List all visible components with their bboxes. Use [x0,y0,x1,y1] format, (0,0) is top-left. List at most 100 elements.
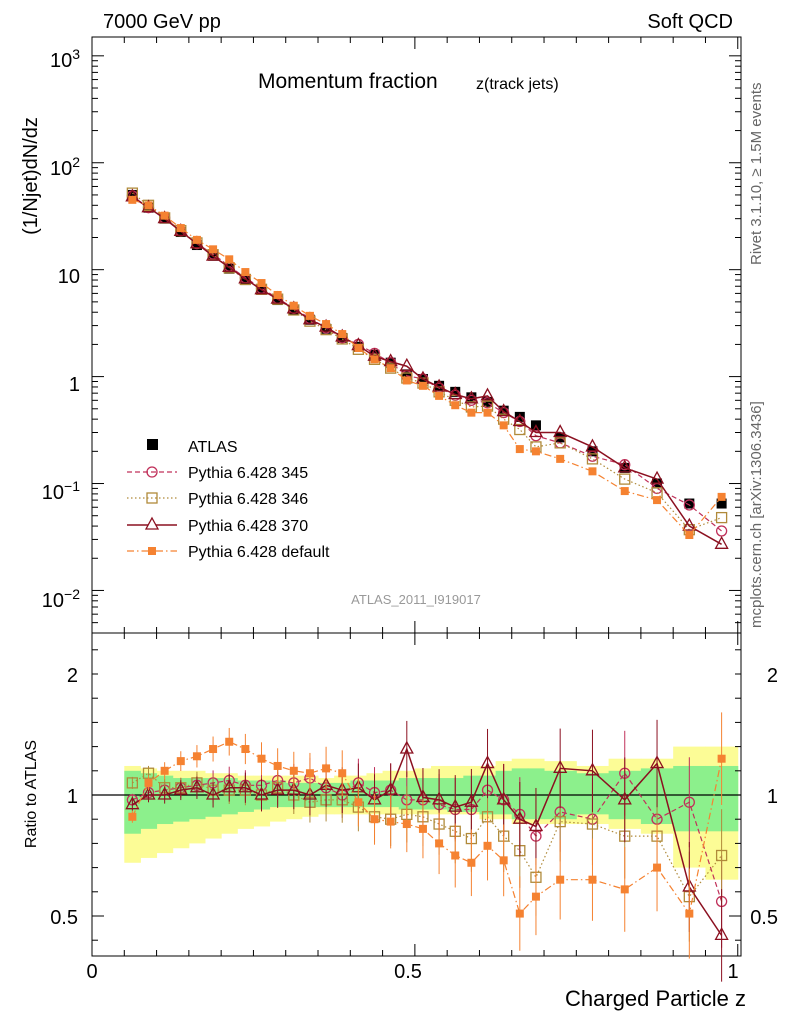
ratio-y-axis-label: Ratio to ATLAS [23,740,40,848]
ratio-point-pythia-6-428-default [305,769,314,778]
ratio-point-pythia-6-428-370 [125,796,140,810]
main-line-pythia-6-428-345 [132,195,722,532]
atlas-data-point [684,498,695,509]
ratio-point-pythia-6-428-default [588,875,597,884]
ratio-y-tick-1: 1 [67,786,78,808]
ratio-point-pythia-6-428-370 [464,793,479,807]
ratio-point-pythia-6-428-370 [528,818,544,832]
analysis-watermark: ATLAS_2011_I919017 [351,592,481,607]
ratio-point-pythia-6-428-default [556,875,565,884]
legend-label-346: Pythia 6.428 346 [188,491,308,508]
ratio-point-pythia-6-428-default [653,863,662,872]
ratio-point-pythia-6-428-370 [448,798,463,812]
main-point-pythia-6-428-default [209,245,218,254]
main-point-pythia-6-428-346 [514,423,526,436]
ratio-point-pythia-6-428-default [241,745,250,754]
main-point-pythia-6-428-370 [512,413,527,427]
ratio-point-pythia-6-428-default [144,778,153,787]
main-point-pythia-6-428-346 [715,511,728,524]
ratio-point-pythia-6-428-370 [553,760,568,774]
atlas-data-point [127,189,138,200]
atlas-data-point [716,498,727,509]
main-point-pythia-6-428-default [588,467,597,476]
main-point-pythia-6-428-default [685,531,694,540]
ratio-point-pythia-6-428-370 [270,781,285,795]
x-tick-label-1: 1 [727,961,738,983]
ratio-point-pythia-6-428-370 [399,740,414,754]
ratio-point-pythia-6-428-default [467,858,476,867]
main-point-pythia-6-428-default [402,376,411,385]
main-point-pythia-6-428-370 [238,270,253,284]
legend-marker-default [148,547,156,555]
ratio-point-pythia-6-428-default [192,752,201,761]
atlas-data-point [321,323,332,334]
ratio-y-tick-0.5: 0.5 [50,907,78,929]
main-point-pythia-6-428-default [717,492,726,501]
ratio-point-pythia-6-428-default [685,909,694,918]
legend-marker-346 [146,492,158,504]
ratio-point-pythia-6-428-default [620,885,629,894]
main-point-pythia-6-428-default [289,301,298,310]
main-point-pythia-6-428-370 [528,424,544,438]
atlas-data-point [288,304,299,315]
y-tick-label-1: 1 [69,374,80,396]
main-point-pythia-6-428-default [620,487,629,496]
ratio-point-pythia-6-428-default [717,754,726,763]
main-point-pythia-6-428-default [273,290,282,299]
ratio-point-pythia-6-428-370 [157,786,172,800]
ratio-point-pythia-6-428-370 [189,779,205,793]
ratio-point-pythia-6-428-345 [683,796,695,808]
ratio-point-pythia-6-428-346 [715,849,728,862]
main-point-pythia-6-428-default [225,255,234,264]
main-point-pythia-6-428-default [467,408,476,417]
main-point-pythia-6-428-346 [554,437,566,449]
ratio-point-pythia-6-428-default [160,766,169,775]
legend-label-atlas: ATLAS [188,439,238,456]
main-point-pythia-6-428-default [144,201,153,210]
x-tick-label-0: 0 [86,961,97,983]
legend-label-370: Pythia 6.428 370 [188,518,308,535]
y-tick-label-1e-1: 10−1 [42,478,80,504]
mcplots-label: mcplots.cern.ch [arXiv:1306.3436] [748,401,765,628]
legend-label-345: Pythia 6.428 345 [188,465,308,482]
ratio-point-pythia-6-428-346 [554,815,566,828]
ratio-point-pythia-6-428-370 [714,927,729,941]
ratio-point-pythia-6-428-default [418,824,427,833]
ratio-point-pythia-6-428-default [370,815,379,824]
main-point-pythia-6-428-370 [480,387,495,401]
category-label: Soft QCD [647,11,733,33]
main-point-pythia-6-428-370 [399,357,414,371]
ratio-point-pythia-6-428-370 [205,786,221,800]
ratio-point-pythia-6-428-default [483,841,492,850]
main-point-pythia-6-428-345 [683,499,695,511]
main-point-pythia-6-428-default [192,235,201,244]
ratio-point-pythia-6-428-346 [126,777,139,789]
ratio-point-pythia-6-428-default [354,798,363,807]
ratio-line-pythia-6-428-346 [132,772,723,898]
main-point-pythia-6-428-default [176,224,185,233]
ratio-point-pythia-6-428-default [128,812,137,821]
ratio-point-pythia-6-428-default [386,817,395,826]
main-point-pythia-6-428-default [305,311,314,320]
main-point-pythia-6-428-370 [553,424,568,438]
y-tick-label-1e3: 103 [50,46,80,72]
main-y-axis-label: (1/Njet)dN/dz [20,117,42,235]
ratio-point-pythia-6-428-370 [286,781,301,795]
main-point-pythia-6-428-default [531,447,540,456]
main-point-pythia-6-428-default [499,421,508,430]
main-point-pythia-6-428-default [322,320,331,329]
ratio-point-pythia-6-428-346 [586,818,599,830]
x-tick-label-0.5: 0.5 [394,961,422,983]
ratio-point-pythia-6-428-default [499,856,508,865]
main-title-sub: z(track jets) [476,76,559,93]
ratio-point-pythia-6-428-default [209,745,218,754]
ratio-point-pythia-6-428-default [176,757,185,766]
main-line-pythia-6-428-default [132,199,723,536]
main-line-pythia-6-428-346 [131,192,722,531]
ratio-point-pythia-6-428-370 [617,791,632,805]
ratio-point-pythia-6-428-370 [302,786,318,800]
main-point-pythia-6-428-370 [496,403,511,417]
main-point-pythia-6-428-370 [617,459,632,473]
x-axis-label: Charged Particle z [565,986,746,1011]
